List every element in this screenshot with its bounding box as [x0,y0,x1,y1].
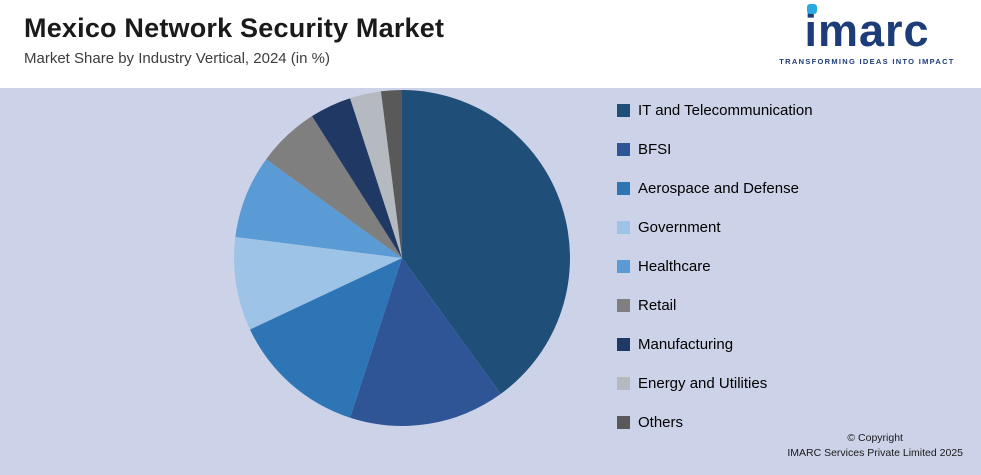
legend-swatch-icon [617,182,630,195]
legend-item-healthcare: Healthcare [617,256,813,277]
legend-label: Others [638,414,684,431]
legend-swatch-icon [617,299,630,312]
legend-item-bfsi: BFSI [617,139,813,160]
logo-dot-icon [807,4,818,14]
legend-swatch-icon [617,416,630,429]
pie-slice-others [380,89,402,258]
page-title: Mexico Network Security Market [24,13,445,43]
pie-slice-aerospace-and-defense [249,258,402,418]
legend-swatch-icon [617,260,630,273]
legend-label: IT and Telecommunication [638,102,813,119]
legend-item-energy-and-utilities: Energy and Utilities [617,373,813,394]
pie-chart [230,86,574,430]
pie-slice-retail [266,116,402,259]
legend-item-it-and-telecommunication: IT and Telecommunication [617,100,813,121]
legend-label: Healthcare [638,258,711,275]
pie-slice-energy-and-utilities [350,91,402,258]
legend-label: Aerospace and Defense [638,180,799,197]
legend-label: BFSI [638,141,672,158]
header: Mexico Network Security Market Market Sh… [0,0,981,88]
legend-label: Energy and Utilities [638,375,768,392]
legend-item-manufacturing: Manufacturing [617,334,813,355]
page-subtitle: Market Share by Industry Vertical, 2024 … [24,50,330,67]
copyright: © Copyright IMARC Services Private Limit… [787,431,963,463]
logo-mark: imarc [804,4,930,56]
legend-item-others: Others [617,412,813,433]
legend-swatch-icon [617,377,630,390]
pie-slice-bfsi [350,258,501,426]
copyright-line2: IMARC Services Private Limited 2025 [787,447,963,460]
legend-swatch-icon [617,338,630,351]
legend: IT and Telecommunication BFSI Aerospace an… [617,100,813,433]
logo-text: imarc [804,5,930,56]
logo-tagline: TRANSFORMING IDEAS INTO IMPACT [779,57,955,66]
legend-item-government: Government [617,217,813,238]
legend-label: Retail [638,297,677,314]
copyright-line1: © Copyright [847,431,903,444]
pie-slice-it-and-telecommunication [402,90,570,394]
title-block: Mexico Network Security Market Market Sh… [24,13,444,67]
pie-slice-manufacturing [311,98,402,258]
legend-swatch-icon [617,104,630,117]
legend-item-retail: Retail [617,295,813,316]
legend-swatch-icon [617,221,630,234]
pie-slice-government [233,236,402,330]
legend-swatch-icon [617,143,630,156]
pie-chart-svg [233,89,570,426]
imarc-logo: imarc TRANSFORMING IDEAS INTO IMPACT [767,4,967,66]
legend-label: Government [638,219,721,236]
legend-label: Manufacturing [638,336,734,353]
pie-slice-healthcare [235,159,402,258]
legend-item-aerospace-and-defense: Aerospace and Defense [617,178,813,199]
